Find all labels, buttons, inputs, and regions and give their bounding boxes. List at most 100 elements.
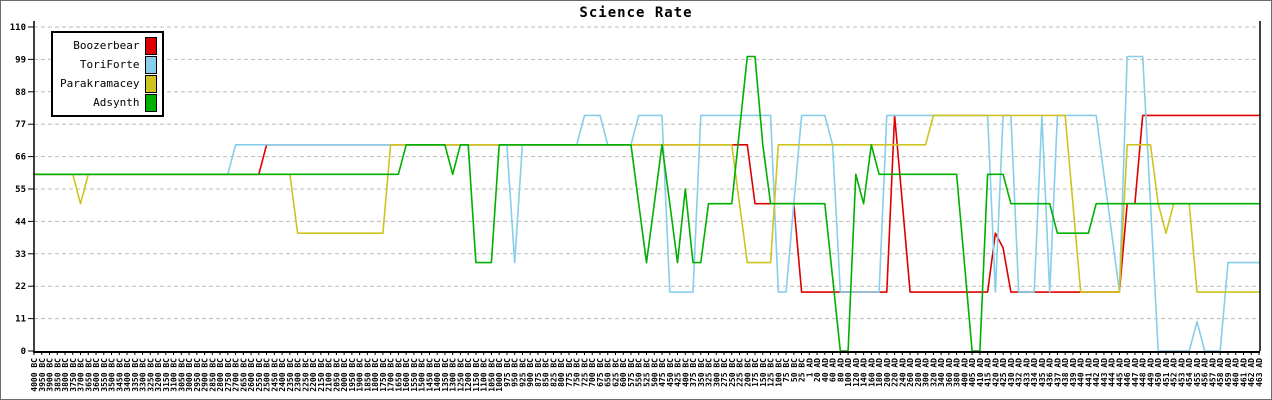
x-tick-label: 447 AD <box>1131 358 1140 387</box>
x-tick-label: 975 BC <box>503 358 512 387</box>
y-tick-label: 77 <box>15 120 26 130</box>
x-tick-label: 50 BC <box>790 358 799 382</box>
x-tick-label: 60 AD <box>829 358 838 382</box>
x-tick-label: 4000 BC <box>30 358 39 392</box>
x-tick-label: 125 BC <box>767 358 776 387</box>
x-tick-label: 250 BC <box>728 358 737 387</box>
x-tick-label: 120 AD <box>852 358 861 387</box>
series-line-toriforte <box>33 55 1260 352</box>
x-tick-label: 200 BC <box>743 358 752 387</box>
x-tick-label: 2750 BC <box>224 358 233 392</box>
x-tick-label: 3850 BC <box>53 358 62 392</box>
x-tick-label: 275 BC <box>720 358 729 387</box>
x-tick-label: 925 BC <box>518 358 527 387</box>
series-line-adsynth <box>33 55 1260 352</box>
x-tick-label: 2150 BC <box>317 358 326 392</box>
x-tick-label: 2900 BC <box>201 358 210 392</box>
x-tick-label: 675 BC <box>596 358 605 387</box>
x-tick-label: 360 AD <box>945 358 954 387</box>
x-tick-label: 1250 BC <box>456 358 465 392</box>
x-tick-label: 280 AD <box>914 358 923 387</box>
y-tick-label: 99 <box>15 55 26 65</box>
x-tick-label: 439 AD <box>1069 358 1078 387</box>
x-tick-label: 200 AD <box>883 358 892 387</box>
x-tick-label: 461 AD <box>1239 358 1248 387</box>
series-line-parakramacey <box>33 114 1260 293</box>
x-tick-label: 525 BC <box>643 358 652 387</box>
x-tick-label: 1400 BC <box>433 358 442 392</box>
x-tick-label: 420 AD <box>991 358 1000 387</box>
x-tick-label: 1050 BC <box>487 358 496 392</box>
x-tick-label: 320 AD <box>929 358 938 387</box>
y-tick-label: 55 <box>15 185 26 195</box>
x-tick-label: 450 AD <box>1154 358 1163 387</box>
x-tick-label: 160 AD <box>867 358 876 387</box>
x-tick-label: 3800 BC <box>61 358 70 392</box>
x-tick-label: 1500 BC <box>418 358 427 392</box>
x-tick-label: 435 AD <box>1038 358 1047 387</box>
x-tick-label: 625 BC <box>611 358 620 387</box>
y-tick-label: 0 <box>21 347 26 357</box>
x-tick-label: 1000 BC <box>495 358 504 392</box>
x-tick-label: 1850 BC <box>363 358 372 392</box>
x-tick-label: 1350 BC <box>441 358 450 392</box>
x-tick-label: 432 AD <box>1015 358 1024 387</box>
x-tick-label: 3600 BC <box>92 358 101 392</box>
x-tick-label: 456 AD <box>1201 358 1210 387</box>
x-tick-label: 775 BC <box>565 358 574 387</box>
x-tick-label: 550 BC <box>635 358 644 387</box>
x-tick-label: 451 AD <box>1162 358 1171 387</box>
x-tick-label: 825 BC <box>549 358 558 387</box>
x-tick-label: 430 AD <box>1007 358 1016 387</box>
x-tick-label: 400 AD <box>960 358 969 387</box>
x-tick-label: 2700 BC <box>232 358 241 392</box>
x-tick-label: 3000 BC <box>185 358 194 392</box>
x-tick-label: 1900 BC <box>356 358 365 392</box>
x-tick-label: 1150 BC <box>472 358 481 392</box>
x-tick-label: 3650 BC <box>84 358 93 392</box>
x-tick-label: 455 AD <box>1193 358 1202 387</box>
x-tick-label: 100 AD <box>844 358 853 387</box>
x-tick-label: 452 AD <box>1170 358 1179 387</box>
x-tick-label: 3750 BC <box>69 358 78 392</box>
x-tick-label: 225 BC <box>736 358 745 387</box>
legend-item-toriforte: ToriForte <box>60 55 158 74</box>
x-tick-label: 2550 BC <box>255 358 264 392</box>
x-tick-label: 3550 BC <box>100 358 109 392</box>
x-tick-label: 458 AD <box>1216 358 1225 387</box>
x-tick-label: 445 AD <box>1115 358 1124 387</box>
x-tick-label: 450 BC <box>666 358 675 387</box>
x-tick-label: 415 AD <box>984 358 993 387</box>
x-tick-label: 380 AD <box>953 358 962 387</box>
x-tick-label: 100 BC <box>774 358 783 387</box>
x-tick-label: 3250 BC <box>146 358 155 392</box>
x-tick-label: 175 BC <box>751 358 760 387</box>
x-tick-label: 700 BC <box>588 358 597 387</box>
legend-item-parakramacey: Parakramacey <box>60 74 158 93</box>
x-tick-label: 425 BC <box>674 358 683 387</box>
x-tick-label: 1450 BC <box>425 358 434 392</box>
x-tick-label: 2400 BC <box>278 358 287 392</box>
x-tick-label: 2000 BC <box>340 358 349 392</box>
x-tick-label: 463 AD <box>1255 358 1264 387</box>
y-tick-label: 110 <box>10 23 26 33</box>
x-tick-label: 3350 BC <box>131 358 140 392</box>
x-tick-label: 2500 BC <box>263 358 272 392</box>
x-tick-label: 425 AD <box>999 358 1008 387</box>
x-tick-label: 1100 BC <box>480 358 489 392</box>
x-tick-label: 2850 BC <box>208 358 217 392</box>
legend-item-boozerbear: Boozerbear <box>60 36 158 55</box>
x-tick-label: 410 AD <box>976 358 985 387</box>
x-tick-label: 475 BC <box>658 358 667 387</box>
x-tick-label: 444 AD <box>1108 358 1117 387</box>
x-tick-label: 3950 BC <box>38 358 47 392</box>
x-tick-label: 600 BC <box>619 358 628 387</box>
x-tick-label: 150 BC <box>759 358 768 387</box>
x-tick-label: 3200 BC <box>154 358 163 392</box>
x-tick-label: 875 BC <box>534 358 543 387</box>
legend-label: Parakramacey <box>60 77 140 90</box>
x-tick-label: 2450 BC <box>270 358 279 392</box>
x-tick-label: 446 AD <box>1123 358 1132 387</box>
x-tick-label: 2950 BC <box>193 358 202 392</box>
